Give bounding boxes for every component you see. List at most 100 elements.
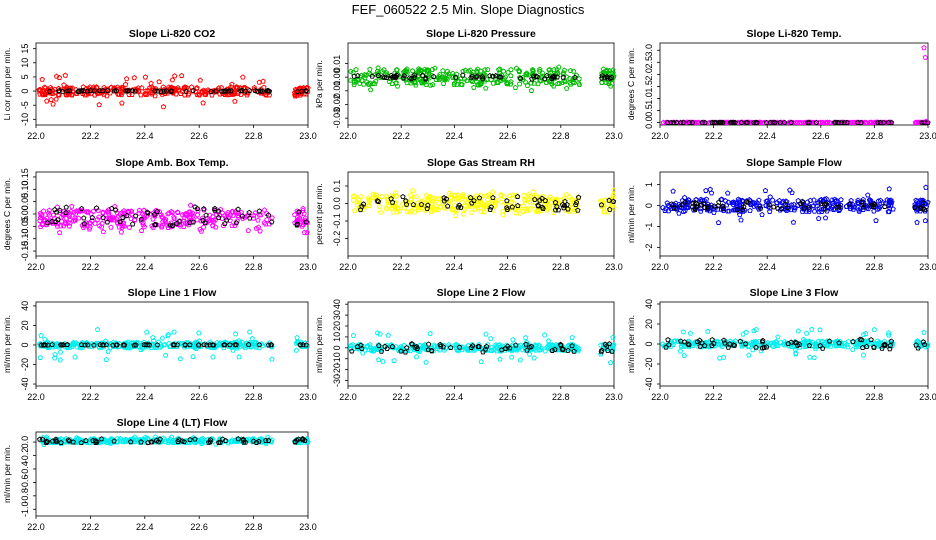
data-point-selected [296, 209, 302, 215]
data-point-all [202, 88, 208, 94]
data-point-all [140, 219, 146, 225]
y-tick-label: -0.2 [20, 448, 30, 464]
data-point-all [115, 220, 121, 226]
data-point-selected [132, 88, 139, 94]
x-tick-label: 22.2 [392, 131, 410, 141]
data-point-selected [425, 341, 432, 347]
y-tick-label: -0.1 [332, 213, 342, 229]
data-point-all [528, 87, 535, 93]
data-point-all [229, 81, 235, 87]
data-point-selected [268, 219, 275, 225]
data-point-selected [44, 219, 51, 226]
data-point-all [362, 74, 368, 80]
data-point-all [523, 71, 529, 77]
x-tick-label: 22.2 [705, 131, 723, 141]
data-point-all [705, 328, 711, 334]
data-point-all [99, 220, 105, 226]
data-point-all [365, 81, 372, 87]
x-tick-label: 22.4 [136, 131, 154, 141]
data-point-all [809, 326, 815, 332]
data-point-selected [389, 199, 396, 205]
data-point-all [421, 342, 428, 348]
data-point-selected [253, 439, 260, 445]
data-point-all [680, 208, 687, 215]
data-point-all [210, 222, 216, 228]
data-point-all [103, 88, 109, 95]
data-point-selected [303, 219, 309, 225]
data-point-selected [250, 438, 257, 444]
data-point-all [162, 216, 169, 222]
data-point-all [408, 196, 415, 203]
y-tick-label: -0.03 [332, 108, 342, 129]
data-point-selected [682, 199, 688, 205]
data-point-all [85, 209, 92, 215]
data-point-selected [201, 206, 207, 212]
data-point-all [301, 210, 307, 217]
data-point-all [427, 82, 434, 88]
data-point-all [885, 208, 892, 215]
y-axis-label: degrees C per min. [2, 178, 12, 250]
data-point-selected [104, 219, 111, 225]
data-point-all [39, 221, 45, 227]
data-point-all [70, 340, 76, 346]
data-point-selected [400, 193, 406, 200]
data-point-all [465, 195, 472, 201]
data-point-selected [775, 205, 781, 211]
data-point-selected [53, 218, 59, 224]
data-point-all [812, 342, 819, 348]
data-point-selected [359, 203, 365, 209]
data-point-all [171, 215, 177, 221]
data-point-all [542, 202, 549, 208]
data-point-selected [479, 74, 486, 80]
data-point-selected [557, 341, 564, 347]
data-point-selected [195, 342, 202, 348]
data-point-selected [414, 345, 421, 351]
y-axis-label: kPa per min. [314, 60, 324, 108]
y-tick-label: 0.1 [332, 180, 342, 193]
data-point-all [158, 224, 165, 230]
data-point-all [716, 355, 723, 361]
data-point-all [87, 220, 94, 226]
data-point-all [854, 341, 861, 347]
data-point-all [89, 344, 96, 350]
data-point-all [365, 195, 372, 201]
data-point-all [533, 193, 540, 199]
y-tick-label: -0.2 [332, 231, 342, 247]
data-point-selected [469, 342, 476, 349]
data-point-all [886, 197, 893, 203]
data-point-all [249, 436, 256, 442]
data-point-all [145, 87, 151, 93]
y-tick-label: -20 [644, 357, 654, 370]
data-point-all [865, 192, 871, 198]
data-point-all [297, 92, 304, 98]
data-point-all [747, 201, 754, 207]
data-point-all [444, 68, 451, 74]
data-point-selected [256, 438, 262, 444]
data-point-all [300, 205, 306, 211]
x-tick-label: 22.2 [705, 262, 723, 272]
data-point-all [211, 89, 217, 95]
data-point-selected [294, 88, 301, 94]
data-point-all [96, 214, 102, 220]
data-point-selected [163, 88, 170, 94]
data-point-selected [549, 75, 555, 81]
data-point-all [229, 208, 235, 214]
data-point-selected [265, 437, 272, 443]
data-point-all [135, 437, 141, 443]
data-point-selected [863, 343, 870, 349]
data-point-selected [93, 205, 100, 211]
data-point-selected [42, 342, 48, 348]
data-point-all [293, 347, 300, 353]
data-point-selected [245, 341, 252, 348]
data-point-all [469, 341, 475, 347]
data-point-all [350, 197, 357, 203]
y-tick-label: -40 [644, 377, 654, 390]
data-point-selected [709, 336, 715, 343]
data-point-all [535, 206, 541, 212]
data-point-selected [411, 72, 418, 78]
data-point-selected [871, 344, 877, 350]
data-point-all [416, 202, 422, 209]
data-point-selected [303, 87, 309, 93]
data-point-selected [702, 119, 708, 125]
data-point-all [873, 217, 879, 223]
